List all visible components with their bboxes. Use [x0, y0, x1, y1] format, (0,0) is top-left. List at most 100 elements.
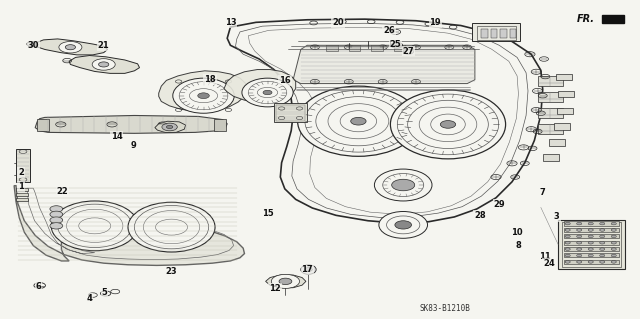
- Bar: [554, 123, 570, 130]
- Ellipse shape: [50, 206, 63, 212]
- Ellipse shape: [565, 222, 570, 225]
- Ellipse shape: [50, 223, 63, 229]
- Bar: [538, 124, 563, 134]
- Text: 5: 5: [101, 288, 108, 297]
- Ellipse shape: [588, 254, 593, 257]
- Ellipse shape: [162, 123, 177, 131]
- Ellipse shape: [242, 78, 293, 107]
- Ellipse shape: [92, 59, 115, 70]
- Bar: [16, 149, 30, 182]
- Ellipse shape: [298, 86, 419, 156]
- Text: 16: 16: [279, 76, 291, 85]
- Bar: [564, 247, 619, 251]
- Text: 7: 7: [540, 189, 545, 197]
- Ellipse shape: [565, 261, 570, 263]
- Text: 24: 24: [543, 259, 555, 268]
- Ellipse shape: [65, 45, 76, 50]
- Polygon shape: [35, 39, 108, 55]
- Ellipse shape: [301, 265, 316, 274]
- Text: 4: 4: [86, 294, 93, 303]
- Bar: [214, 119, 226, 131]
- Ellipse shape: [611, 254, 616, 257]
- Bar: [274, 103, 307, 122]
- Ellipse shape: [611, 261, 616, 263]
- Text: 21: 21: [98, 41, 109, 50]
- Ellipse shape: [351, 117, 366, 125]
- Bar: [558, 220, 625, 269]
- Text: 14: 14: [111, 132, 122, 141]
- Text: 26: 26: [383, 26, 395, 35]
- Polygon shape: [266, 275, 306, 288]
- Ellipse shape: [577, 261, 582, 263]
- Bar: [371, 45, 383, 51]
- Text: 12: 12: [269, 284, 281, 293]
- Polygon shape: [69, 56, 140, 73]
- Text: 3: 3: [554, 212, 559, 221]
- Ellipse shape: [565, 241, 570, 244]
- Ellipse shape: [600, 241, 605, 244]
- Bar: [564, 234, 619, 238]
- Bar: [37, 119, 49, 131]
- Bar: [481, 29, 488, 38]
- Text: 18: 18: [204, 75, 216, 84]
- Ellipse shape: [173, 78, 234, 113]
- Ellipse shape: [279, 278, 292, 285]
- Ellipse shape: [600, 222, 605, 225]
- Bar: [538, 108, 563, 118]
- Ellipse shape: [374, 169, 432, 201]
- Bar: [538, 76, 563, 86]
- Ellipse shape: [565, 254, 570, 257]
- Ellipse shape: [611, 248, 616, 250]
- Ellipse shape: [588, 261, 593, 263]
- Polygon shape: [602, 15, 624, 23]
- Bar: [276, 105, 305, 121]
- Text: 8: 8: [516, 241, 521, 250]
- Ellipse shape: [577, 241, 582, 244]
- Bar: [556, 74, 572, 80]
- Bar: [557, 108, 573, 114]
- Ellipse shape: [99, 62, 109, 67]
- Ellipse shape: [59, 41, 82, 53]
- Ellipse shape: [565, 248, 570, 250]
- Bar: [564, 260, 619, 264]
- Ellipse shape: [565, 235, 570, 238]
- Ellipse shape: [600, 254, 605, 257]
- Text: 29: 29: [493, 200, 505, 209]
- Bar: [510, 29, 516, 38]
- Text: 15: 15: [262, 209, 273, 218]
- Ellipse shape: [600, 248, 605, 250]
- Ellipse shape: [588, 222, 593, 225]
- Ellipse shape: [30, 43, 34, 45]
- Ellipse shape: [379, 211, 428, 238]
- Ellipse shape: [271, 274, 300, 288]
- Polygon shape: [35, 115, 227, 133]
- Ellipse shape: [611, 241, 616, 244]
- Bar: [564, 228, 619, 232]
- Text: 11: 11: [540, 252, 551, 261]
- Ellipse shape: [577, 222, 582, 225]
- Bar: [549, 139, 565, 146]
- Polygon shape: [293, 45, 475, 84]
- Ellipse shape: [577, 229, 582, 231]
- Text: 27: 27: [403, 47, 414, 56]
- Text: 2: 2: [18, 168, 24, 177]
- Text: 17: 17: [301, 265, 313, 274]
- Ellipse shape: [588, 229, 593, 231]
- Ellipse shape: [58, 204, 132, 248]
- Bar: [564, 241, 619, 245]
- Ellipse shape: [51, 201, 138, 251]
- Polygon shape: [227, 19, 543, 223]
- Bar: [477, 26, 516, 40]
- Bar: [16, 188, 28, 191]
- Polygon shape: [14, 186, 244, 265]
- Text: 23: 23: [166, 267, 177, 276]
- Ellipse shape: [600, 261, 605, 263]
- Polygon shape: [159, 71, 247, 112]
- Ellipse shape: [611, 235, 616, 238]
- Ellipse shape: [588, 235, 593, 238]
- Text: 19: 19: [429, 18, 441, 27]
- Text: 10: 10: [511, 228, 523, 237]
- Ellipse shape: [134, 205, 209, 249]
- Polygon shape: [224, 70, 296, 102]
- Ellipse shape: [128, 202, 215, 252]
